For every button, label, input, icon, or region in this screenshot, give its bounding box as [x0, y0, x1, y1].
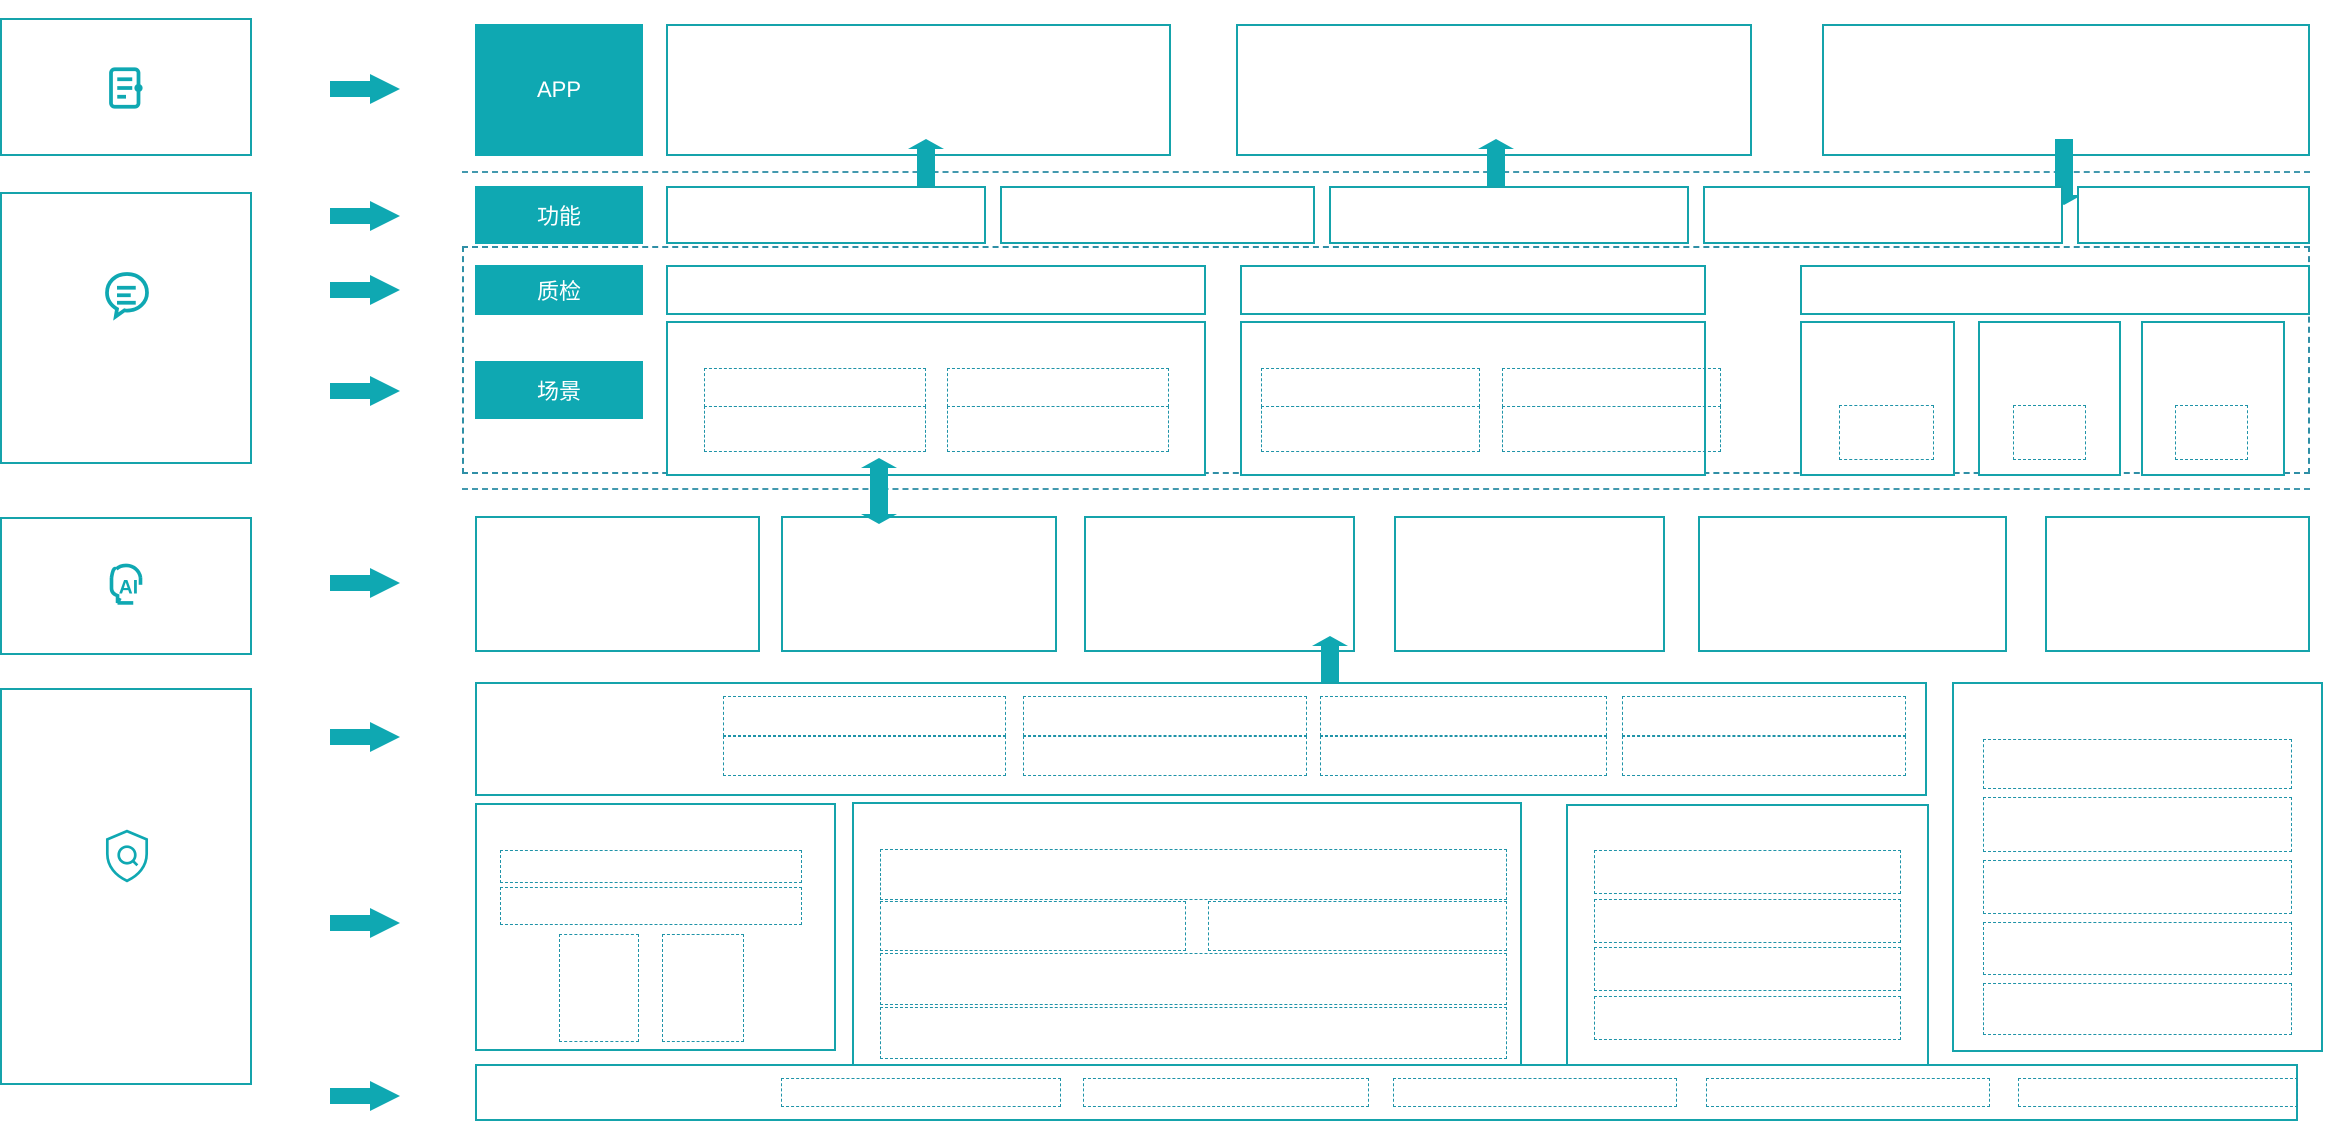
svg-text:AI: AI	[119, 577, 138, 598]
